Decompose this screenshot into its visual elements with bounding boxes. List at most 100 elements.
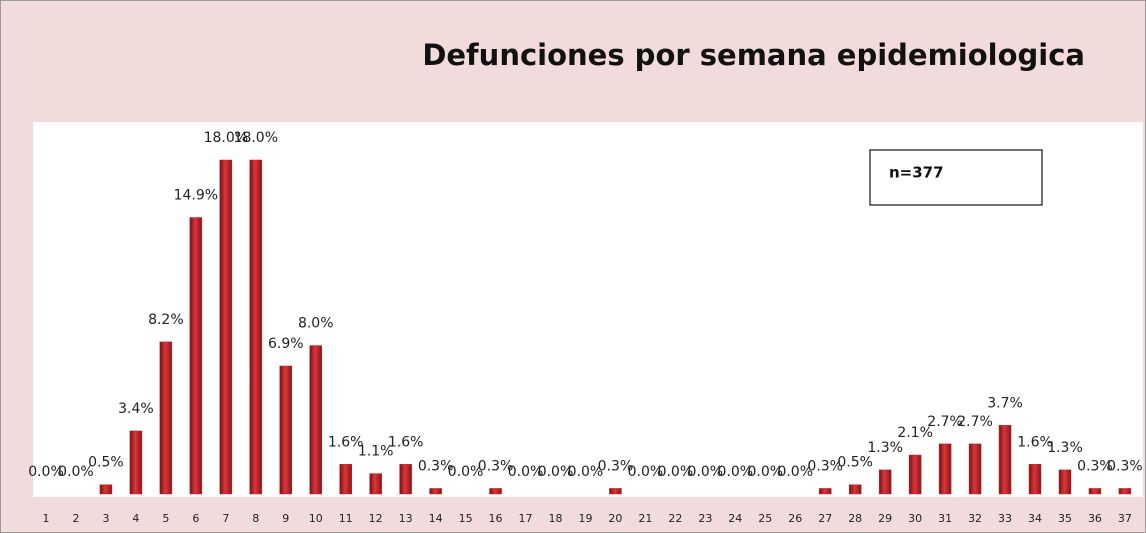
x-tick-label: 7	[222, 512, 229, 525]
x-tick-label: 8	[252, 512, 259, 525]
x-tick-label: 34	[1028, 512, 1042, 525]
value-label: 0.0%	[508, 464, 544, 480]
value-label: 0.5%	[837, 455, 873, 471]
bar	[249, 159, 263, 495]
value-label: 0.0%	[448, 464, 484, 480]
x-tick-label: 23	[698, 512, 712, 525]
bar	[1028, 464, 1042, 495]
bar	[1118, 488, 1132, 495]
x-tick-label: 33	[998, 512, 1012, 525]
bar	[489, 488, 502, 495]
value-label: 0.3%	[1107, 458, 1143, 474]
value-label: 0.3%	[807, 458, 843, 474]
value-label: 6.9%	[268, 336, 304, 352]
x-tick-label: 12	[369, 512, 383, 525]
value-label: 18.0%	[234, 130, 278, 146]
bar	[339, 464, 352, 495]
x-tick-label: 30	[908, 512, 922, 525]
x-tick-label: 36	[1088, 512, 1102, 525]
x-tick-label: 9	[282, 512, 289, 525]
value-label: 0.0%	[688, 464, 724, 480]
value-label: 0.0%	[58, 464, 94, 480]
value-label: 0.3%	[418, 458, 454, 474]
x-tick-label: 16	[489, 512, 503, 525]
x-tick-label: 18	[548, 512, 562, 525]
value-label: 0.3%	[478, 458, 514, 474]
value-label: 8.2%	[148, 312, 184, 328]
value-label: 3.7%	[987, 395, 1023, 411]
value-label: 2.7%	[957, 414, 993, 430]
bar	[129, 430, 143, 495]
value-label: 18.0%	[204, 130, 248, 146]
value-label: 3.4%	[118, 401, 154, 417]
x-tick-label: 29	[878, 512, 892, 525]
x-tick-label: 6	[192, 512, 199, 525]
x-tick-label: 22	[668, 512, 682, 525]
x-tick-label: 35	[1058, 512, 1072, 525]
x-tick-label: 2	[72, 512, 79, 525]
x-tick-label: 10	[309, 512, 323, 525]
value-label: 0.0%	[568, 464, 604, 480]
value-label: 1.6%	[1017, 434, 1053, 450]
value-label: 0.0%	[28, 464, 64, 480]
bar	[609, 488, 622, 495]
x-tick-label: 5	[162, 512, 169, 525]
value-label: 0.0%	[747, 464, 783, 480]
x-tick-label: 37	[1118, 512, 1132, 525]
bar	[219, 159, 233, 495]
value-label: 0.0%	[538, 464, 574, 480]
value-label: 0.3%	[1077, 458, 1113, 474]
value-label: 2.1%	[897, 425, 933, 441]
x-tick-label: 17	[519, 512, 533, 525]
x-tick-label: 31	[938, 512, 952, 525]
bar	[99, 484, 113, 495]
bar	[369, 473, 382, 495]
value-label: 1.6%	[388, 434, 424, 450]
x-tick-label: 21	[638, 512, 652, 525]
x-tick-label: 24	[728, 512, 742, 525]
x-tick-label: 14	[429, 512, 443, 525]
x-tick-label: 4	[132, 512, 139, 525]
bar	[429, 488, 442, 495]
x-tick-label: 26	[788, 512, 802, 525]
value-label: 0.5%	[88, 455, 124, 471]
value-label: 0.0%	[777, 464, 813, 480]
value-label: 2.7%	[927, 414, 963, 430]
bar	[818, 488, 832, 495]
value-label: 0.0%	[718, 464, 754, 480]
annotation-box	[869, 149, 1043, 206]
value-label: 0.0%	[628, 464, 664, 480]
x-tick-label: 32	[968, 512, 982, 525]
bar	[968, 443, 982, 495]
value-label: 0.3%	[598, 458, 634, 474]
x-tick-label: 11	[339, 512, 353, 525]
x-tick-label: 27	[818, 512, 832, 525]
bar	[189, 217, 203, 495]
bar	[399, 464, 412, 495]
bar	[908, 454, 922, 495]
x-tick-label: 28	[848, 512, 862, 525]
x-tick-label: 20	[608, 512, 622, 525]
annotation: n=377	[889, 164, 944, 182]
value-label: 1.6%	[328, 434, 364, 450]
bar	[1088, 488, 1102, 495]
value-label: 14.9%	[174, 188, 218, 204]
bar	[878, 469, 892, 495]
x-tick-label: 15	[459, 512, 473, 525]
bar	[309, 345, 322, 495]
x-tick-label: 1	[43, 512, 50, 525]
value-label: 1.3%	[1047, 440, 1083, 456]
bar	[938, 443, 952, 495]
value-label: 1.3%	[867, 440, 903, 456]
x-tick-label: 19	[578, 512, 592, 525]
bar	[1058, 469, 1072, 495]
bar	[159, 341, 173, 495]
x-tick-label: 25	[758, 512, 772, 525]
x-tick-label: 3	[102, 512, 109, 525]
bar	[848, 484, 862, 495]
value-label: 1.1%	[358, 444, 394, 460]
bar	[998, 425, 1012, 495]
x-tick-label: 13	[399, 512, 413, 525]
value-label: 0.0%	[658, 464, 694, 480]
